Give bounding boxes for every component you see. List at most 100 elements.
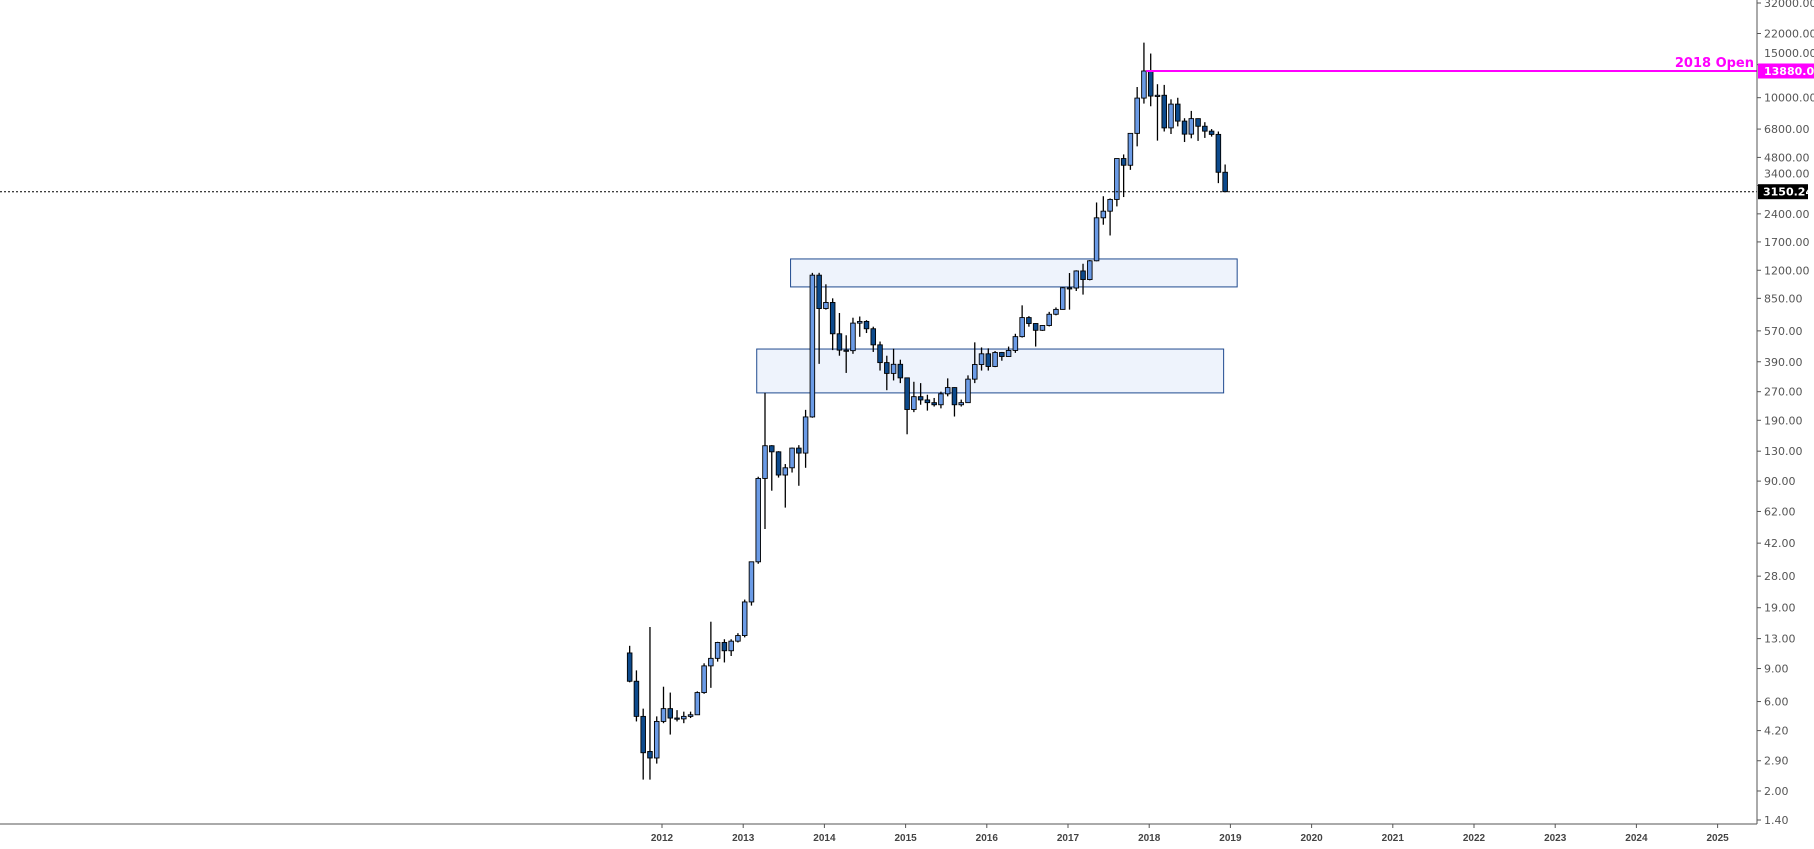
candle <box>1168 99 1174 135</box>
candle <box>992 351 998 368</box>
candle-body <box>1175 103 1181 122</box>
candle <box>1114 158 1120 207</box>
candle-body <box>748 561 755 603</box>
candle <box>1134 87 1140 147</box>
candle-body <box>809 274 816 418</box>
time-tick-label: 2019 <box>1219 833 1242 844</box>
price-tick-label: 2.00 <box>1764 785 1789 798</box>
candle-body <box>938 393 944 406</box>
time-tick-label: 2015 <box>894 833 917 844</box>
candle <box>1019 305 1025 338</box>
candle-body <box>1005 350 1012 357</box>
price-tick-label: 390.00 <box>1764 356 1803 369</box>
candle <box>647 626 653 780</box>
time-tick-label: 2022 <box>1463 833 1486 844</box>
price-tick-label: 130.00 <box>1764 445 1803 458</box>
candle <box>1154 84 1161 141</box>
price-tick-label: 6.00 <box>1764 696 1789 709</box>
price-tick-label: 10000.00 <box>1764 92 1814 105</box>
price-tick-label: 3400.00 <box>1764 168 1810 181</box>
candle <box>958 399 964 407</box>
candle-body <box>660 708 667 722</box>
candle <box>741 599 748 638</box>
candle <box>1181 118 1188 143</box>
time-tick-label: 2020 <box>1300 833 1323 844</box>
candle <box>1222 164 1228 193</box>
candle <box>1073 270 1080 292</box>
candle <box>667 692 674 735</box>
candle-body <box>985 353 992 367</box>
candle <box>1012 333 1019 353</box>
price-tick-label: 28.00 <box>1764 570 1796 583</box>
candle <box>769 445 775 491</box>
candle-body <box>1019 317 1025 338</box>
candle-body <box>1208 130 1215 135</box>
time-tick-label: 2014 <box>813 833 836 844</box>
current-price-badge-label: 3150.24 <box>1763 186 1813 199</box>
time-tick-label: 2013 <box>732 833 755 844</box>
candle-body <box>856 320 863 324</box>
candle-body <box>911 396 917 410</box>
candle <box>850 317 856 354</box>
candle <box>1195 118 1201 141</box>
candle <box>999 351 1005 361</box>
candle <box>938 391 944 409</box>
candle-body <box>681 715 687 720</box>
candle-body <box>972 364 978 380</box>
candle <box>917 383 924 405</box>
candle-body <box>782 467 789 476</box>
candle-body <box>823 302 829 309</box>
candle <box>897 359 904 384</box>
candle-body <box>735 635 741 642</box>
candle <box>721 639 728 663</box>
price-tick-label: 4.20 <box>1764 725 1789 738</box>
candle <box>972 342 978 384</box>
price-tick-label: 32000.00 <box>1764 0 1814 10</box>
candle-body <box>978 353 985 365</box>
candle <box>1107 198 1113 236</box>
price-axis[interactable]: 32000.00 22000.00 15000.00 10000.00 6800.00 4… <box>1756 0 1814 827</box>
candle <box>782 464 789 508</box>
price-tick-label: 4800.00 <box>1764 151 1810 164</box>
candle-body <box>653 720 660 759</box>
price-tick-label: 190.00 <box>1764 414 1803 427</box>
candle-body <box>1147 70 1154 97</box>
time-axis[interactable]: 2012 2013 2014 2015 2016 2017 2018 2019 2020 2021… <box>0 823 1757 844</box>
candle-body <box>850 322 856 352</box>
candle-body <box>1039 325 1046 331</box>
price-tick-label: 2400.00 <box>1764 208 1810 221</box>
candle-body <box>1107 198 1113 212</box>
candle <box>728 639 734 657</box>
price-tick-label: 15000.00 <box>1764 47 1814 60</box>
candle <box>687 711 694 719</box>
candle <box>951 387 958 417</box>
candle <box>1087 260 1093 281</box>
candle <box>911 381 917 413</box>
candle <box>1100 196 1107 225</box>
candle-body <box>687 714 694 717</box>
candle-body <box>1141 70 1147 99</box>
candle-body <box>1032 323 1039 331</box>
candle <box>1053 307 1059 316</box>
candle-body <box>728 640 734 652</box>
candle <box>681 711 687 724</box>
price-tick-label: 1.40 <box>1764 814 1789 827</box>
time-tick-label: 2023 <box>1544 833 1567 844</box>
candle-body <box>992 352 998 367</box>
time-tick-label: 2025 <box>1706 833 1729 844</box>
candle-body <box>1012 336 1019 351</box>
candle <box>640 708 646 780</box>
candle-body <box>1080 270 1086 280</box>
candle-body <box>917 396 924 401</box>
candle <box>931 397 937 407</box>
candle-body <box>843 349 849 352</box>
candle-body <box>944 387 951 395</box>
candle <box>890 348 897 381</box>
candle-body <box>1093 217 1100 262</box>
candle <box>884 355 890 391</box>
candle-body <box>714 642 721 659</box>
candle-body <box>674 717 680 720</box>
price-tick-label: 9.00 <box>1764 663 1789 676</box>
candle-body <box>1059 287 1066 310</box>
candle <box>823 284 829 310</box>
